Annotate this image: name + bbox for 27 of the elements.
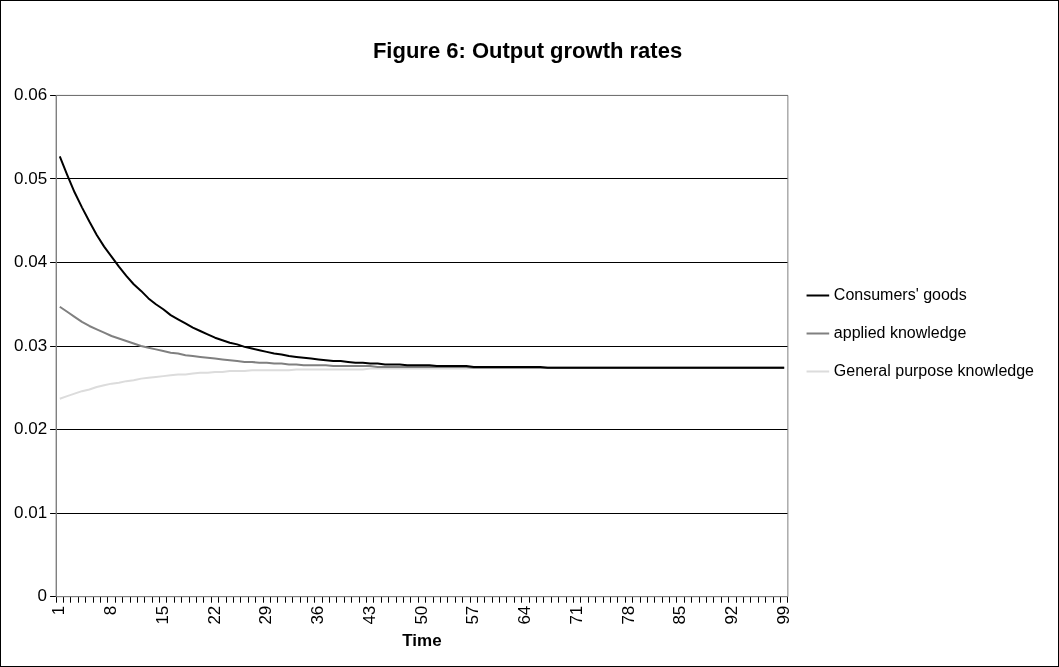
x-tick-label: 64 — [515, 605, 535, 625]
x-tick-label: 85 — [670, 605, 690, 625]
x-tick-label: 22 — [204, 605, 224, 625]
legend-label: applied knowledge — [833, 323, 967, 341]
x-axis-title: Time — [402, 631, 442, 651]
x-tick-label: 29 — [256, 605, 276, 625]
y-tick-label: 0 — [37, 586, 48, 606]
y-tick-label: 0.04 — [13, 252, 48, 272]
chart-title: Figure 6: Output growth rates — [372, 38, 683, 64]
y-tick-label: 0.03 — [13, 335, 48, 355]
x-tick-label: 50 — [411, 605, 431, 625]
x-tick-label: 36 — [308, 605, 328, 625]
x-tick-label: 15 — [152, 605, 172, 625]
y-tick-label: 0.06 — [13, 85, 48, 105]
x-tick-label: 1 — [49, 605, 69, 616]
y-tick-label: 0.01 — [13, 502, 48, 522]
legend-label: Consumers' goods — [833, 285, 967, 303]
x-tick-label: 99 — [773, 605, 793, 625]
y-tick-label: 0.05 — [13, 168, 48, 188]
legend-label: General purpose knowledge — [833, 361, 1035, 379]
x-tick-label: 78 — [618, 605, 638, 625]
x-tick-label: 92 — [722, 605, 742, 625]
x-tick-label: 43 — [359, 605, 379, 625]
y-tick-label: 0.02 — [13, 419, 48, 439]
x-tick-label: 71 — [566, 605, 586, 625]
x-tick-label: 8 — [101, 605, 121, 616]
x-tick-label: 57 — [463, 605, 483, 625]
